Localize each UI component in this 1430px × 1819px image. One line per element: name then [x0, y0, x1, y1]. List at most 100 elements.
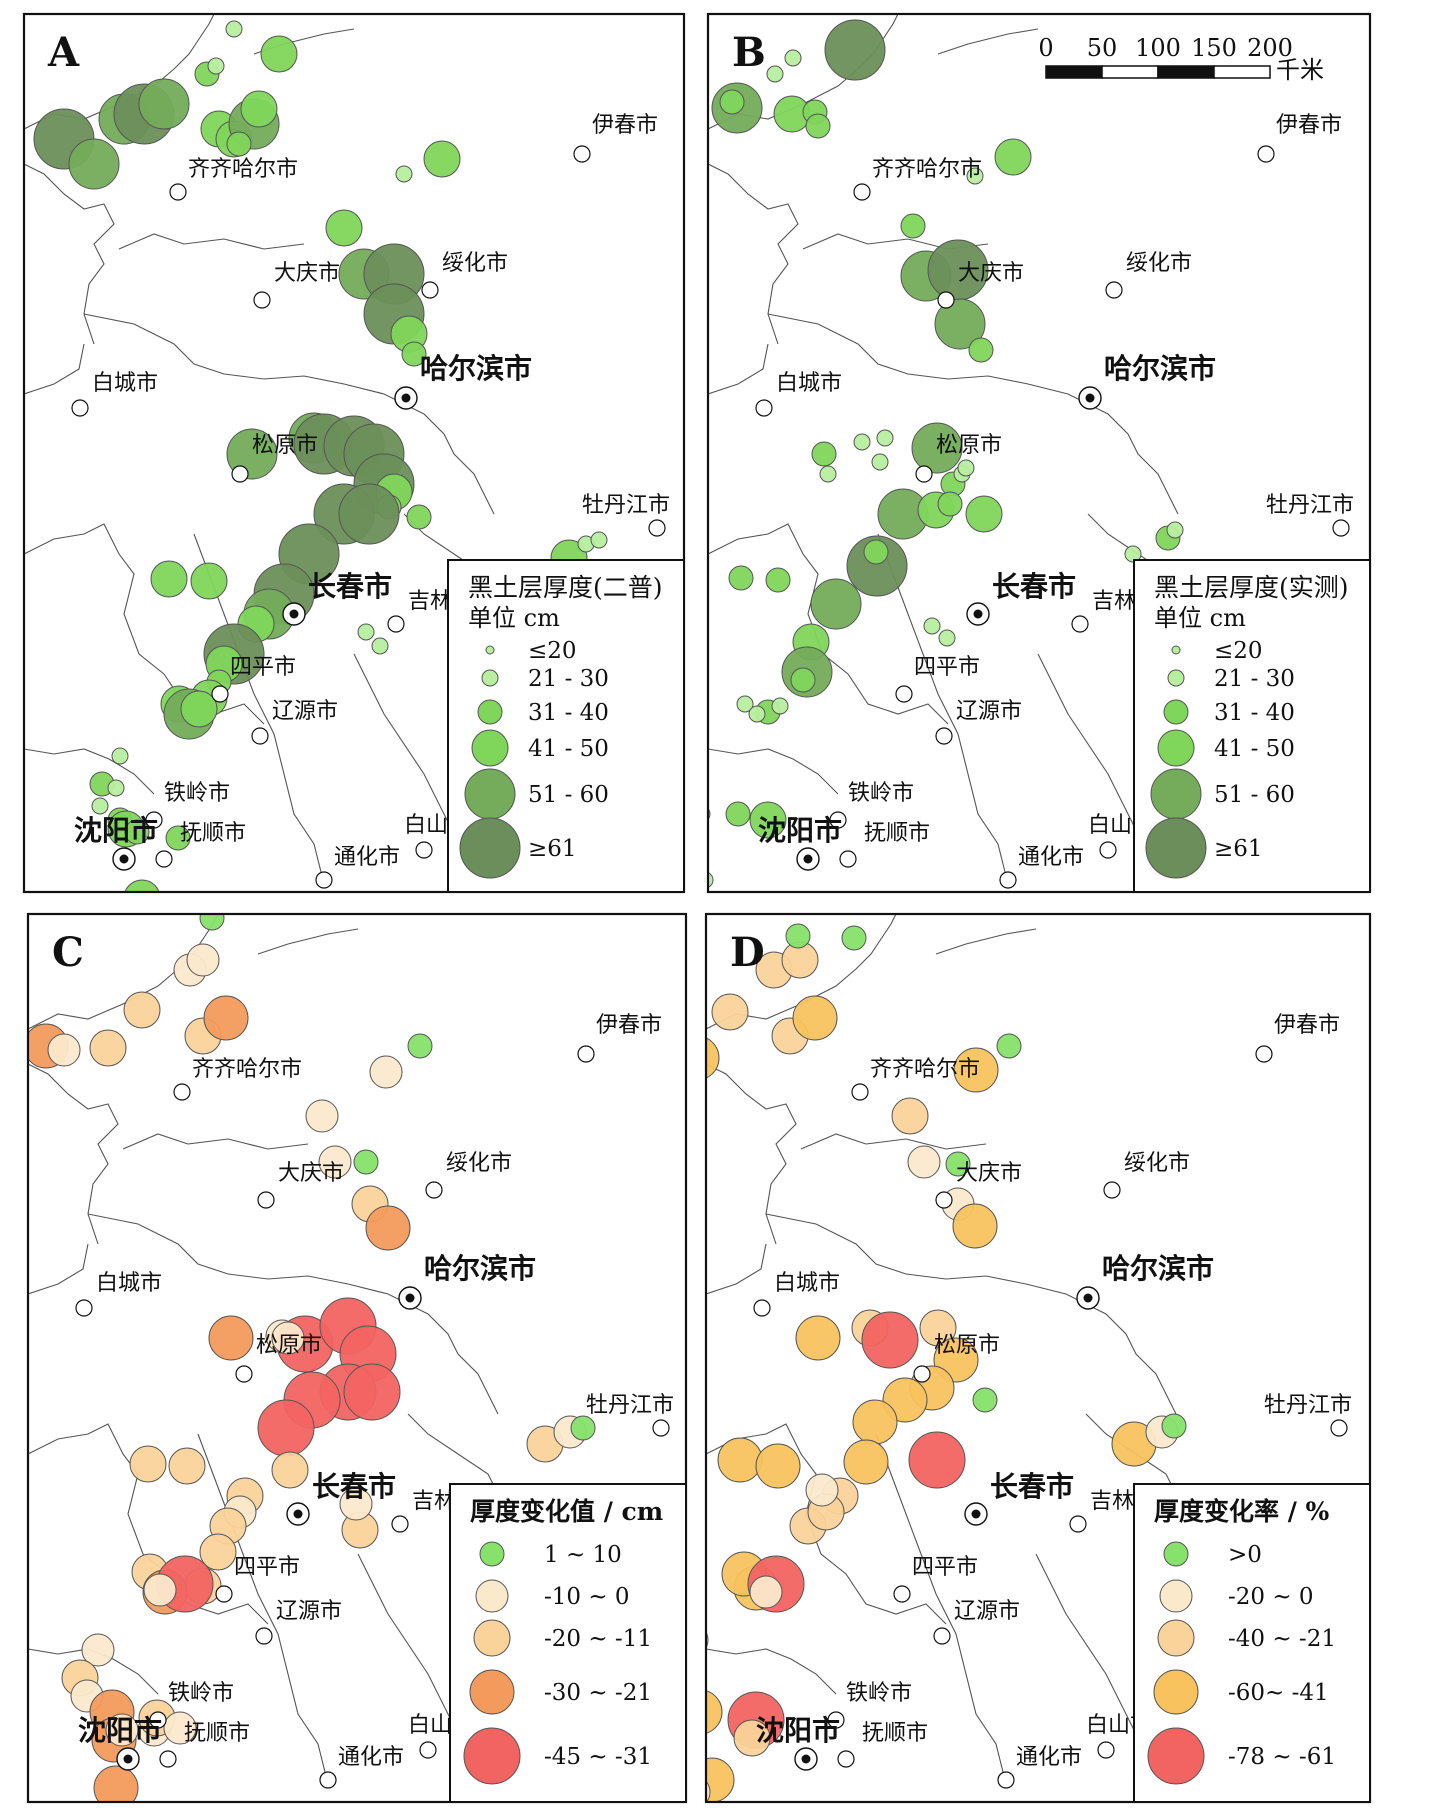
- data-point: [841, 925, 867, 951]
- province-border: [118, 233, 305, 250]
- city-marker: [387, 615, 405, 633]
- data-point: [325, 209, 363, 247]
- scale-tick: 200: [1247, 34, 1293, 62]
- data-point: [620, 1034, 656, 1070]
- province-border: [28, 1243, 89, 1295]
- data-point: [843, 1439, 889, 1485]
- province-border: [800, 1133, 987, 1150]
- panel-letter: A: [47, 29, 80, 76]
- legend-symbol: [459, 817, 521, 879]
- city-marker: [935, 1191, 953, 1209]
- scale-tick: 100: [1135, 34, 1181, 62]
- scale-segment: [1213, 65, 1271, 79]
- data-point: [766, 65, 784, 83]
- data-point: [907, 1145, 941, 1179]
- city-marker: [1105, 281, 1123, 299]
- city-label: 松原市: [252, 433, 318, 458]
- city-marker: [1332, 519, 1350, 537]
- province-border: [122, 1133, 309, 1150]
- province-border: [706, 1063, 797, 1245]
- legend: 厚度变化值 / cm 1 ~ 10 -10 ~ 0 -20 ~ -11 -30 ~ -2…: [449, 1483, 687, 1803]
- scale-tick: 150: [1191, 34, 1237, 62]
- data-point: [923, 617, 941, 635]
- panel-frame: [706, 12, 1372, 894]
- city-marker: [839, 850, 857, 868]
- data-point: [199, 1533, 237, 1571]
- data-point: [790, 667, 816, 693]
- data-point: [771, 697, 789, 715]
- data-point: [711, 993, 749, 1031]
- data-point: [590, 531, 608, 549]
- province-border: [706, 914, 897, 1030]
- city-marker: [915, 465, 933, 483]
- data-point: [365, 1205, 411, 1251]
- data-point: [208, 1315, 254, 1361]
- data-point: [305, 1099, 339, 1133]
- data-point: [395, 165, 413, 183]
- data-point: [165, 825, 191, 851]
- legend-label: -78 ~ -61: [1228, 1744, 1336, 1770]
- capital-dot: [289, 609, 299, 619]
- city-label: 伊春市: [1274, 1013, 1340, 1038]
- data-point: [937, 491, 963, 517]
- city-marker: [937, 291, 955, 309]
- province-border: [257, 928, 359, 955]
- data-point: [168, 1447, 206, 1485]
- city-marker: [648, 519, 666, 537]
- capital-dot: [1085, 393, 1095, 403]
- city-label: 齐齐哈尔市: [192, 1057, 302, 1082]
- city-marker: [827, 1711, 845, 1729]
- province-border: [87, 1213, 499, 1415]
- data-point: [638, 1056, 670, 1088]
- province-border: [935, 928, 1037, 955]
- data-point: [706, 1757, 735, 1802]
- data-point: [891, 1097, 929, 1135]
- city-marker: [419, 1741, 437, 1759]
- data-point: [994, 138, 1032, 176]
- city-marker: [913, 1365, 931, 1383]
- city-label: 哈尔滨市: [420, 352, 532, 385]
- city-label: 绥化市: [1126, 251, 1192, 276]
- legend-symbol: [1159, 1579, 1193, 1613]
- city-label: 大庆市: [956, 1161, 1022, 1186]
- legend-label: ≤20: [528, 638, 577, 664]
- city-label: 沈阳市: [758, 814, 842, 847]
- data-point: [719, 89, 745, 115]
- city-marker: [149, 1711, 167, 1729]
- data-point: [123, 991, 161, 1029]
- city-label: 长春市: [990, 1470, 1074, 1503]
- data-point: [755, 1443, 801, 1489]
- city-label: 抚顺市: [862, 1721, 928, 1746]
- city-label: 四平市: [912, 1555, 978, 1580]
- legend-label: 41 - 50: [528, 736, 609, 762]
- scale-segment: [1101, 65, 1159, 79]
- city-marker: [319, 1771, 337, 1789]
- city-label: 铁岭市: [164, 781, 230, 806]
- city-label: 大庆市: [958, 261, 1024, 286]
- data-point: [163, 1711, 197, 1745]
- data-point: [749, 801, 787, 839]
- data-point: [805, 1473, 839, 1507]
- capital-dot: [119, 854, 129, 864]
- city-label: 哈尔滨市: [1104, 352, 1216, 385]
- legend-label: ≥61: [528, 836, 577, 862]
- city-marker: [1103, 1181, 1121, 1199]
- data-point: [1161, 1413, 1187, 1439]
- city-marker: [211, 685, 229, 703]
- city-marker: [173, 1083, 191, 1101]
- province-border: [706, 1648, 837, 1695]
- panel-frame: [704, 912, 1372, 1804]
- legend-symbol: [1157, 729, 1195, 767]
- city-label: 大庆市: [278, 1161, 344, 1186]
- legend-symbol: [1147, 1727, 1205, 1785]
- data-point: [338, 483, 400, 545]
- city-marker: [1257, 145, 1275, 163]
- city-label: 哈尔滨市: [424, 1252, 536, 1285]
- legend-symbol: [463, 1727, 521, 1785]
- city-marker: [159, 1750, 177, 1768]
- data-point: [81, 1633, 115, 1667]
- data-point: [965, 495, 1003, 533]
